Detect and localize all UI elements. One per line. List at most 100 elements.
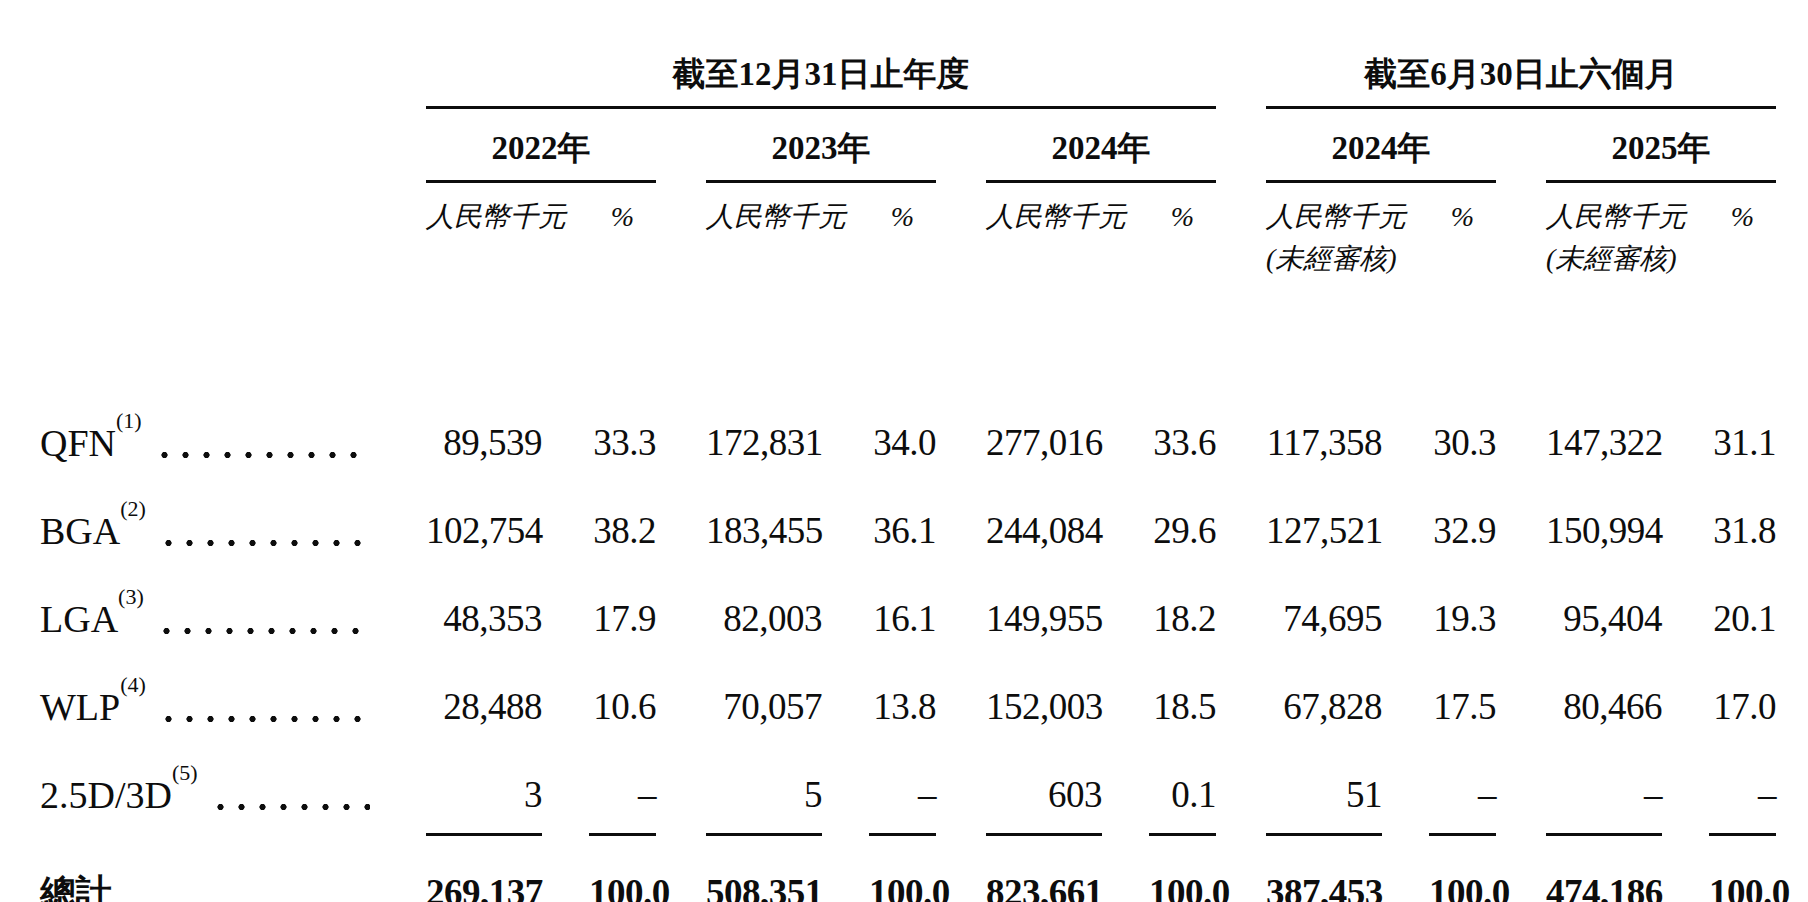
cell-percent: 17.9 [542,583,656,671]
footnote-marker: (1) [116,408,142,433]
unit-label: 人民幣千元 [1496,183,1662,237]
row-label-cell: LGA(3) [40,583,376,671]
total-percent: 100.0 [542,847,656,902]
cell-percent: 30.3 [1382,407,1496,495]
dot-leader [154,449,370,461]
cell-percent: 13.8 [822,671,936,759]
unit-header-row: 人民幣千元 % 人民幣千元 % 人民幣千元 % 人民幣千元 % 人民幣千元 % [40,183,1776,237]
row-label: LGA(3) [40,597,144,641]
unit-label: 人民幣千元 [1216,183,1382,237]
cell-amount: 277,016 [936,407,1102,495]
cell-percent: 20.1 [1662,583,1776,671]
empty-cell [1662,237,1776,289]
dot-leader [158,537,370,549]
cell-amount: 117,358 [1216,407,1382,495]
unaudited-note-row: (未經審核) (未經審核) [40,237,1776,289]
cell-percent: 38.2 [542,495,656,583]
unit-label: 人民幣千元 [936,183,1102,237]
cell-percent: 31.1 [1662,407,1776,495]
cell-percent: – [1382,759,1496,847]
period-header-row: 截至12月31日止年度 截至6月30日止六個月 [40,40,1776,110]
cell-percent: 18.2 [1102,583,1216,671]
footnote-marker: (5) [172,760,198,785]
cell-amount: 28,488 [376,671,542,759]
cell-percent: – [822,759,936,847]
cell-amount: 80,466 [1496,671,1662,759]
total-amount: 387,453 [1216,847,1382,902]
cell-percent: 29.6 [1102,495,1216,583]
cell-amount: – [1496,759,1662,847]
total-amount: 823,661 [936,847,1102,902]
corner-spacer [40,237,376,289]
table-row-qfn: QFN(1) 89,539 33.3 172,831 34.0 277,016 … [40,407,1776,495]
table-row-lga: LGA(3) 48,353 17.9 82,003 16.1 149,955 1… [40,583,1776,671]
dot-leader [158,713,370,725]
total-label: 總計 [40,871,111,902]
cell-percent: 31.8 [1662,495,1776,583]
cell-amount: 150,994 [1496,495,1662,583]
total-label-cell: 總計 [40,847,376,902]
cell-percent: 17.0 [1662,671,1776,759]
cell-percent: – [542,759,656,847]
corner-spacer [40,183,376,237]
cell-amount: 48,353 [376,583,542,671]
cell-amount: 102,754 [376,495,542,583]
empty-cell [376,237,656,289]
interim-period-title: 截至6月30日止六個月 [1266,54,1776,109]
cell-percent: 32.9 [1382,495,1496,583]
year-header-row: 2022年 2023年 2024年 2024年 2025年 [40,110,1776,183]
year-header-2024: 2024年 [936,110,1216,183]
row-label: QFN(1) [40,421,142,465]
unaudited-label: (未經審核) [1216,237,1382,289]
total-percent: 100.0 [1382,847,1496,902]
row-label-cell: BGA(2) [40,495,376,583]
row-label-cell: 2.5D/3D(5) [40,759,376,847]
year-header-2024-interim: 2024年 [1216,110,1496,183]
cell-amount: 183,455 [656,495,822,583]
cell-percent: 36.1 [822,495,936,583]
cell-percent: 10.6 [542,671,656,759]
empty-cell [1382,237,1496,289]
year-header-2022: 2022年 [376,110,656,183]
corner-spacer [40,110,376,183]
cell-amount: 147,322 [1496,407,1662,495]
cell-percent: 16.1 [822,583,936,671]
cell-amount: 244,084 [936,495,1102,583]
row-label: WLP(4) [40,685,146,729]
total-percent: 100.0 [1662,847,1776,902]
footnote-marker: (4) [120,672,146,697]
cell-percent: 0.1 [1102,759,1216,847]
empty-cell [936,237,1216,289]
total-percent: 100.0 [822,847,936,902]
dot-leader [156,625,370,637]
cell-amount: 172,831 [656,407,822,495]
row-label-cell: WLP(4) [40,671,376,759]
cell-amount: 70,057 [656,671,822,759]
cell-percent: 33.6 [1102,407,1216,495]
cell-amount: 95,404 [1496,583,1662,671]
table-row-total: 總計 269,137 100.0 508,351 100.0 823,661 1… [40,847,1776,902]
total-percent: 100.0 [1102,847,1216,902]
cell-amount: 152,003 [936,671,1102,759]
revenue-by-package-type-table: 截至12月31日止年度 截至6月30日止六個月 2022年 2023年 2024… [40,40,1776,902]
total-amount: 474,186 [1496,847,1662,902]
annual-period-title: 截至12月31日止年度 [426,54,1216,109]
year-header-2023: 2023年 [656,110,936,183]
cell-amount: 67,828 [1216,671,1382,759]
cell-amount: 603 [936,759,1102,847]
unaudited-label: (未經審核) [1496,237,1662,289]
table-row-bga: BGA(2) 102,754 38.2 183,455 36.1 244,084… [40,495,1776,583]
cell-percent: – [1662,759,1776,847]
cell-percent: 17.5 [1382,671,1496,759]
unit-label: 人民幣千元 [376,183,542,237]
cell-percent: 33.3 [542,407,656,495]
row-label-cell: QFN(1) [40,407,376,495]
total-amount: 508,351 [656,847,822,902]
corner-spacer [40,40,376,110]
total-amount: 269,137 [376,847,542,902]
year-header-2025-interim: 2025年 [1496,110,1776,183]
dot-leader [210,801,370,813]
table-row-wlp: WLP(4) 28,488 10.6 70,057 13.8 152,003 1… [40,671,1776,759]
cell-amount: 82,003 [656,583,822,671]
cell-percent: 18.5 [1102,671,1216,759]
